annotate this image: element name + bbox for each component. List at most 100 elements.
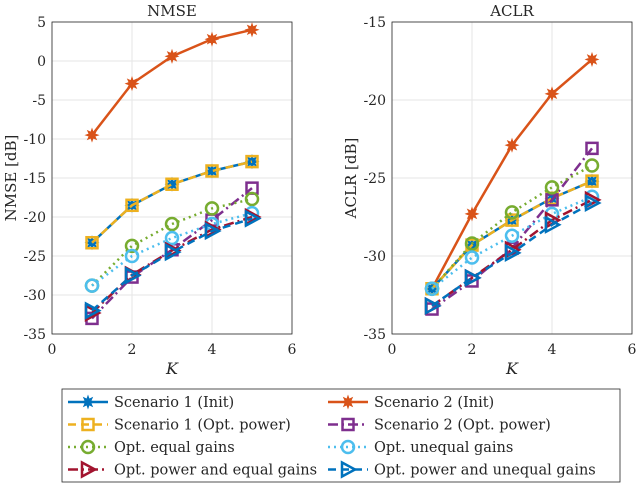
star-marker	[584, 173, 600, 189]
legend-item: Opt. equal gains	[68, 439, 235, 456]
chart-aclr: 0 2 4 6 -15 -20 -25 -30 -35 ACLR K ACLR [dB]	[342, 2, 637, 378]
y-tick-label: -5	[32, 93, 46, 109]
legend-label: Scenario 2 (Opt. power)	[374, 418, 551, 434]
square-marker	[81, 417, 95, 432]
circle-marker	[124, 238, 140, 254]
legend-item: Opt. power and unequal gains	[328, 460, 596, 479]
series-1	[84, 22, 260, 143]
y-axis-label: ACLR [dB]	[342, 138, 360, 220]
legend-label: Scenario 2 (Init)	[374, 395, 494, 411]
star-marker	[164, 48, 180, 64]
star-marker	[84, 127, 100, 143]
star-marker	[204, 31, 220, 47]
circle-marker	[464, 250, 480, 265]
series-7	[84, 209, 262, 320]
y-tick-label: -35	[23, 327, 46, 343]
circle-marker	[424, 281, 440, 297]
star-marker	[80, 394, 96, 410]
series-4	[84, 191, 260, 293]
y-axis-label: NMSE [dB]	[2, 135, 20, 222]
y-tick-label: -10	[23, 132, 46, 148]
square-marker	[585, 141, 599, 156]
legend-label: Opt. power and unequal gains	[374, 463, 596, 479]
square-marker	[125, 198, 139, 213]
circle-marker	[84, 278, 100, 293]
square-marker	[585, 174, 599, 188]
x-tick-label: 0	[388, 342, 397, 358]
circle-marker	[164, 216, 180, 232]
legend: Scenario 1 (Init) Scenario 2 (Init) Scenar…	[61, 388, 621, 483]
square-marker	[205, 164, 219, 178]
y-tick-label: -15	[23, 171, 46, 187]
legend-item: Scenario 2 (Init)	[328, 394, 494, 411]
series-line	[431, 201, 593, 307]
star-marker	[164, 176, 180, 192]
y-tick-label: -25	[23, 249, 46, 265]
star-marker	[244, 154, 260, 170]
triangle-marker	[124, 266, 142, 285]
legend-label: Opt. unequal gains	[374, 440, 513, 456]
triangle-marker	[544, 215, 562, 234]
chart-title: ACLR	[489, 2, 534, 20]
series-line	[431, 198, 593, 307]
y-tick-label: -30	[23, 288, 46, 304]
y-tick-label: -20	[363, 93, 386, 109]
circle-marker	[80, 439, 96, 455]
axes-box	[391, 21, 633, 335]
legend-item: Scenario 2 (Opt. power)	[328, 418, 551, 434]
chart-nmse: 0 2 4 6 5 0 -5 -10 -15 -20 -25 -30 -35 NMSE K NMSE [dB]	[2, 2, 297, 378]
star-marker	[584, 51, 600, 67]
star-marker	[124, 76, 140, 92]
x-tick-label: 0	[48, 342, 57, 358]
y-tick-label: -35	[363, 327, 386, 343]
triangle-marker	[164, 243, 182, 262]
axes-box	[51, 21, 293, 335]
y-tick-label: -15	[363, 15, 386, 31]
x-axis-label: K	[505, 359, 519, 378]
square-marker	[341, 417, 355, 432]
x-tick-label: 4	[548, 342, 557, 358]
legend-item: Scenario 1 (Init)	[68, 394, 234, 411]
circle-marker	[164, 230, 180, 246]
series-2	[85, 154, 259, 250]
circle-marker	[504, 205, 520, 220]
star-marker	[504, 137, 520, 153]
triangle-marker	[244, 209, 262, 228]
circle-marker	[544, 180, 560, 195]
y-tick-label: 5	[37, 15, 46, 31]
legend-item: Scenario 1 (Opt. power)	[68, 418, 291, 434]
x-tick-label: 6	[628, 342, 637, 358]
series-line	[91, 28, 253, 136]
circle-marker	[124, 248, 140, 264]
triangle-marker	[424, 296, 442, 316]
triangle-marker	[340, 460, 358, 479]
triangle-marker	[84, 301, 102, 320]
square-marker	[245, 154, 259, 169]
legend-label: Opt. equal gains	[114, 440, 235, 456]
y-tick-label: 0	[37, 54, 46, 70]
star-marker	[464, 206, 480, 222]
legend-item: Opt. power and equal gains	[68, 460, 317, 479]
triangle-marker	[584, 193, 602, 213]
circle-marker	[464, 236, 480, 251]
legend-label: Scenario 1 (Init)	[114, 395, 234, 411]
series-7	[424, 193, 602, 316]
y-tick-label: -20	[23, 210, 46, 226]
y-tick-label: -30	[363, 249, 386, 265]
star-marker	[544, 86, 560, 102]
y-tick-label: -25	[363, 171, 386, 187]
circle-marker	[340, 439, 356, 455]
legend-item: Opt. unequal gains	[328, 439, 513, 456]
triangle-marker	[464, 268, 482, 287]
circle-marker	[504, 228, 520, 243]
circle-marker	[584, 158, 600, 173]
circle-marker	[204, 201, 220, 216]
triangle-marker	[204, 221, 222, 241]
chart-title: NMSE	[147, 2, 197, 20]
square-marker	[165, 177, 179, 191]
x-tick-label: 6	[288, 342, 297, 358]
series-6	[84, 207, 262, 323]
series-line	[91, 215, 253, 314]
triangle-marker	[80, 460, 98, 479]
